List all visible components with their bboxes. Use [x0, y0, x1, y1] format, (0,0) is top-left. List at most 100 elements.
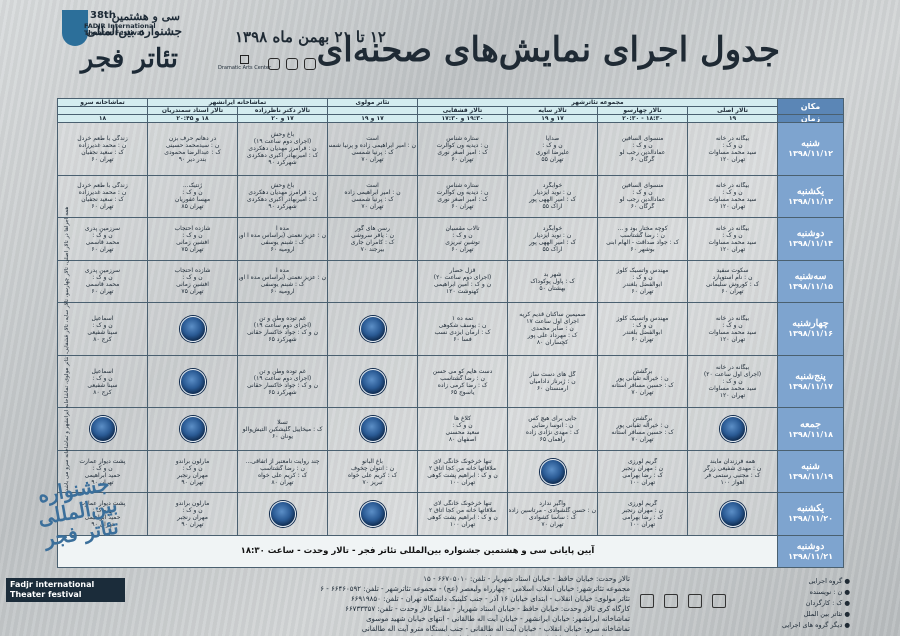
festival-emblem-icon [719, 416, 746, 443]
performance-detail: تهران ۱۰۰ [449, 520, 476, 528]
performance-detail: سید محمد مساوات [708, 328, 757, 336]
performance-title: تمه ده ۱ [451, 314, 474, 322]
performance-title: دست هایم کو می حسن [432, 367, 493, 375]
performance-detail: کهنوشت ۱۲۰ [446, 288, 480, 296]
performance-title: پشت دیوار عمارت [79, 499, 126, 507]
logo-icon [664, 594, 678, 608]
performance-cell [327, 407, 419, 451]
performance-cell: پشت دیوار عمارت ن و ک : حمید ابراهیمی تهران… [57, 492, 148, 536]
performance-detail: تهران ۶۰ [91, 288, 114, 296]
performance-title: مده آ [275, 267, 290, 275]
festival-emblem-icon [359, 500, 386, 527]
festival-logo: 38th FADJR International Theater Festiva… [62, 10, 182, 80]
performance-detail: ن و ک : [92, 506, 113, 514]
closing-ceremony: آیین پایانی سی و هشتمین جشنواره بین‌المل… [56, 534, 779, 569]
performance-detail: ک : رضا بهرامی [622, 513, 663, 521]
performance-detail: تهران ۶۰ [91, 155, 114, 163]
table-row: پنج‌شنبه ۱۳۹۸/۱۱/۱۷ بیگانه در خانه (اجرای ا… [57, 354, 845, 409]
performance-detail: ک : مهدی نژادی زاده [525, 429, 580, 437]
performance-cell: مده آن : عزیز نعمتی (براساس مده آ اوریید… [237, 259, 329, 304]
performance-detail: ک : مجتبی رستمی فر [704, 471, 761, 479]
hall-header: تالار چهارسو [597, 106, 689, 115]
performance-detail: راهمان ۶۵ [539, 436, 566, 444]
performance-detail: ن و ک : جواد خاکسار حقانی [247, 328, 319, 336]
dac-logo: Dramatic Arts Center [218, 55, 271, 71]
performance-detail: گرگان ۶۰ [630, 155, 655, 163]
performance-cell [146, 302, 239, 356]
table-row: یکشنبه ۱۳۹۸/۱۱/۲۰ گریم لورزی ن : مهران رنجب… [57, 492, 845, 536]
performance-cell: خوابگرد ن : نوید ایزدیار ک : امیر الههی پو… [507, 174, 599, 219]
day-cell: دوشنبه ۱۳۹۸/۱۱/۱۴ [777, 217, 845, 261]
performance-detail: سید محمد مساوات [708, 148, 757, 156]
performance-cell: غم توده وطن و تن (اجرای دوم ساعت ۱۹) ن و ک… [237, 354, 329, 409]
performance-cell: خوابگرد ن : نوید ایزدیار ک : امیر الههی پو… [507, 217, 599, 261]
performance-detail: ن و ک : [722, 231, 743, 239]
performance-cell: باغ البانو ن : آنتوان چخوف ک : کریم علی خو… [327, 449, 419, 494]
performance-detail: ن : دیدیه ون کوالرت [436, 189, 489, 197]
footer-line: تئاتر مولوی: خیابان انقلاب - ابتدای خیاب… [350, 595, 630, 603]
day-name: سه‌شنبه [794, 270, 827, 282]
performance-detail: ک : شبنم یوسفی [260, 238, 305, 246]
performance-title: بیگانه در خانه [715, 314, 750, 322]
performance-detail: تهران ۶۰ [91, 203, 114, 211]
performance-detail: ن : مهران رنجبر [621, 506, 664, 514]
performance-title: است [366, 182, 379, 190]
legend-item: دیگر گروه های اجرایی [782, 621, 850, 629]
performance-detail: عمادالدین رجب لو [619, 148, 666, 156]
performance-detail: یونان ۶۰ [271, 432, 294, 440]
performance-detail: ن و ک : [542, 141, 563, 149]
performance-title: منسوای السافین [621, 134, 664, 142]
performance-detail: سید محمد مساوات [708, 238, 757, 246]
performance-detail: بهشتان ۵۰ [539, 284, 566, 292]
day-name: جمعه [799, 418, 822, 430]
day-cell: چهارشنبه ۱۳۹۸/۱۱/۱۶ [777, 302, 845, 356]
performance-title: خوابگرد [542, 182, 563, 190]
performance-detail: (اجرای دوم ساعت ۱۹) [253, 138, 312, 146]
festival-emblem-icon [359, 315, 386, 342]
performance-cell: دست هایم کو می حسن ن : رضا گشتاسب ک : رضا … [417, 354, 509, 409]
performance-cell [327, 354, 419, 409]
day-name: شنبه [801, 138, 820, 150]
performance-detail: تبریز ۷۰ [362, 478, 383, 486]
performance-cell: مده آن : عزیز نعمتی (براساس مده آ اوریید… [237, 217, 329, 261]
performance-detail: ن : سیدمحمد حسینی [165, 141, 220, 149]
performance-detail: ک : شبنم یوسفی [260, 281, 305, 289]
performance-title: سکوت سفید [716, 267, 749, 275]
performance-title: پشت دیوار عمارت [79, 457, 126, 465]
day-date: ۱۳۹۸/۱۱/۱۲ [788, 149, 833, 159]
performance-detail: ن : یوسف شکوهی [438, 321, 487, 329]
performance-cell [237, 492, 329, 536]
hall-header: تالار استاد سمندریان [146, 106, 239, 115]
performance-cell: سکوت سفید ن : نام استوپارد ک : کوروش سلیما… [687, 259, 779, 304]
performance-detail: تهران ۱۲۰ [719, 392, 746, 400]
performance-cell: شازده احتجاب ن و ک : افشین زمانی تهران ۷۵ [146, 217, 239, 261]
venue-header: تئاتر مولوی [327, 98, 419, 107]
logo-number: 38th [90, 10, 116, 21]
performance-detail: ک : امیر الههی پور [529, 196, 576, 204]
logo-icon [286, 58, 298, 70]
performance-title: اسماعیل [91, 314, 114, 322]
logo-line-3: تئاتر فجر [80, 44, 179, 74]
performance-detail: تهران ۷۰ [631, 436, 654, 444]
venue-header: مجموعه تئاترشهر [417, 98, 779, 107]
corner-logo: جشنواره بین‌المللی تئاتر فجر Fadjr inter… [0, 470, 125, 630]
performance-detail: ک : آرمان ایزدی نسب [434, 328, 491, 336]
festival-emblem-icon [539, 458, 566, 485]
performance-cell: برگشتن ن : خیراله تقیانی پور ک : حسین مساف… [597, 407, 689, 451]
performance-cell: زندگی با طعم خردل ن : محمد غدیرزاده ک : سع… [57, 122, 148, 176]
performance-cell: چند روایت نامعتبر از اتفاقی... ن : رضا گش… [237, 449, 329, 494]
performance-detail: ن : فرامرز مهدیان دهکردی [248, 145, 317, 153]
festival-dates: ۱۲ تا ۲۱ بهمن ماه ۱۳۹۸ [235, 28, 386, 46]
performance-detail: تهران ۷۵ [181, 245, 204, 253]
performance-title: ستاره شناس [446, 182, 479, 190]
performance-detail: ن و ک : ابراهیم پشت کوهی [427, 471, 498, 479]
performance-detail: تهران ۱۲۰ [719, 335, 746, 343]
performance-title: بیگانه در خانه [715, 224, 750, 232]
venue-header: تماشاخانه ایرانشهر [146, 98, 329, 107]
performance-detail: کرج ۸۰ [93, 388, 112, 396]
performance-detail: ملاقاتها خانه من کجا اتاق ۲ [428, 464, 497, 472]
performance-title: بیگانه در خانه [715, 134, 750, 142]
footer-line: مجموعه تئاترشهر: خیابان انقلاب اسلامی - … [320, 585, 630, 593]
logo-icon [712, 594, 726, 608]
performance-title: رسن های گور [355, 224, 390, 232]
